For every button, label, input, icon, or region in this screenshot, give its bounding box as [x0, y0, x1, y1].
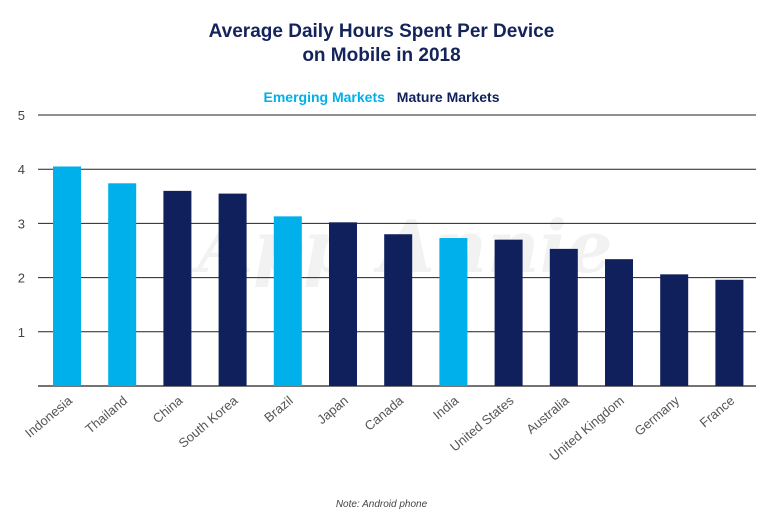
chart-title-line-1: Average Daily Hours Spent Per Device [208, 21, 555, 42]
x-tick-label-brazil: Brazil [261, 393, 296, 425]
chart-legend: Emerging Markets Mature Markets [0, 89, 763, 105]
chart-note: Note: Android phone [335, 499, 428, 510]
x-tick-label-australia: Australia [523, 392, 572, 436]
bar-france [715, 279, 744, 386]
x-tick-label-south-korea: South Korea [176, 392, 242, 450]
bar-thailand [108, 183, 137, 386]
bar-layer [53, 166, 744, 386]
y-tick-label-2: 2 [18, 271, 25, 286]
bar-united-states [494, 239, 523, 386]
bar-japan [329, 222, 357, 386]
x-tick-label-china: China [150, 392, 186, 426]
x-tick-label-canada: Canada [362, 392, 407, 433]
x-tick-label-japan: Japan [314, 393, 351, 427]
legend-emerging-markets: Emerging Markets [263, 89, 385, 105]
x-tick-label-thailand: Thailand [82, 393, 130, 437]
bar-brazil [273, 216, 302, 386]
bar-south-korea [218, 193, 247, 386]
chart-title-line-2: on Mobile in 2018 [302, 45, 461, 66]
y-tick-label-3: 3 [18, 216, 25, 231]
bar-indonesia [53, 166, 81, 386]
chart-title: Average Daily Hours Spent Per Device on … [0, 20, 763, 68]
y-tick-label-4: 4 [18, 162, 25, 177]
bar-united-kingdom [605, 259, 633, 386]
x-tick-label-india: India [430, 392, 462, 422]
x-tick-label-france: France [697, 393, 738, 431]
y-axis: 1 2 3 4 5 [18, 108, 25, 340]
bar-china [163, 190, 192, 386]
x-tick-label-indonesia: Indonesia [22, 392, 75, 440]
bar-australia [549, 248, 578, 386]
bar-india [439, 238, 468, 386]
y-tick-label-5: 5 [18, 108, 25, 123]
x-tick-label-germany: Germany [632, 392, 683, 438]
bar-germany [660, 274, 689, 386]
y-tick-label-1: 1 [18, 325, 25, 340]
bar-canada [384, 234, 413, 386]
legend-mature-markets: Mature Markets [396, 89, 500, 105]
